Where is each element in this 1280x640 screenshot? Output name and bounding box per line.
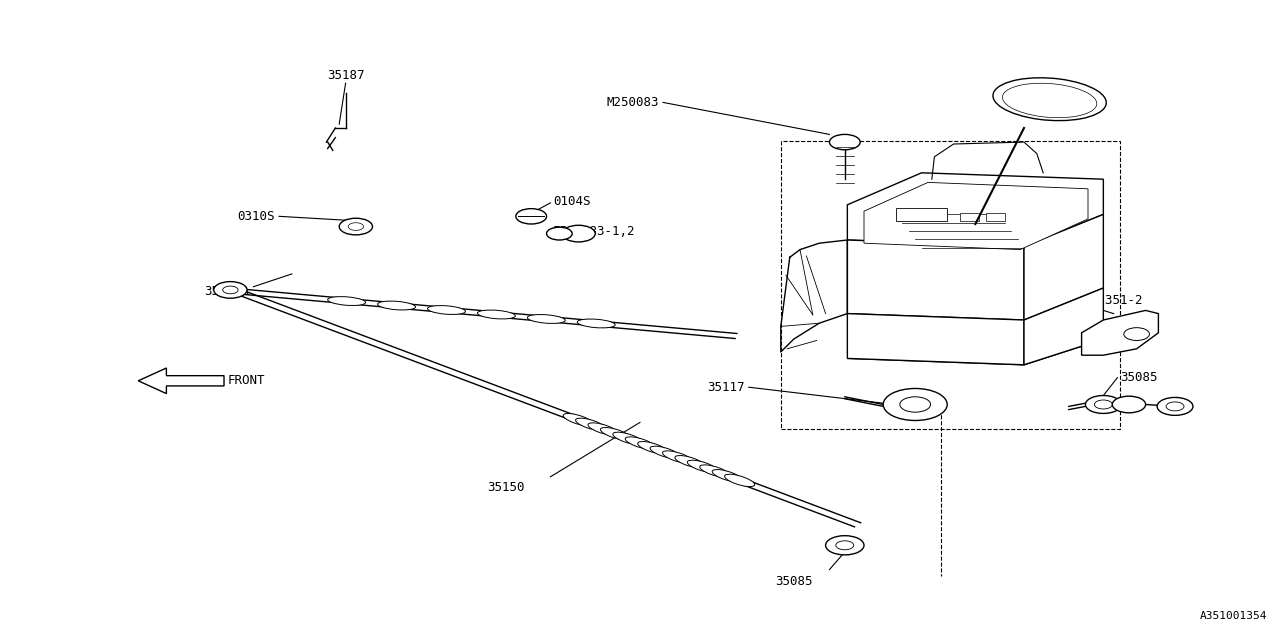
Ellipse shape (637, 442, 668, 454)
Text: FIG.351-2: FIG.351-2 (1075, 294, 1143, 307)
Ellipse shape (600, 428, 631, 440)
Text: 35150: 35150 (486, 481, 525, 494)
Circle shape (516, 209, 547, 224)
Polygon shape (1082, 310, 1158, 355)
Circle shape (339, 218, 372, 235)
Text: 35085: 35085 (774, 575, 813, 588)
Ellipse shape (650, 446, 680, 459)
Polygon shape (1024, 214, 1103, 320)
Polygon shape (1024, 288, 1103, 365)
Circle shape (836, 541, 854, 550)
Circle shape (1124, 328, 1149, 340)
Ellipse shape (687, 460, 718, 472)
Polygon shape (864, 182, 1088, 250)
Circle shape (826, 536, 864, 555)
Circle shape (1085, 396, 1121, 413)
Ellipse shape (428, 305, 466, 314)
Ellipse shape (378, 301, 416, 310)
Ellipse shape (675, 456, 705, 468)
Ellipse shape (577, 319, 616, 328)
Text: FIG.183-1,2: FIG.183-1,2 (553, 225, 635, 238)
Polygon shape (847, 173, 1103, 246)
Bar (986, 213, 1005, 221)
Circle shape (829, 134, 860, 150)
Ellipse shape (724, 474, 755, 486)
Ellipse shape (576, 418, 605, 431)
Circle shape (348, 223, 364, 230)
Ellipse shape (477, 310, 516, 319)
Ellipse shape (563, 413, 594, 426)
Text: 35085: 35085 (1120, 371, 1157, 384)
Bar (896, 208, 947, 221)
Circle shape (562, 225, 595, 242)
Ellipse shape (613, 432, 643, 445)
Text: FRONT: FRONT (228, 374, 265, 387)
Polygon shape (138, 368, 224, 394)
Polygon shape (847, 240, 1024, 320)
Circle shape (547, 227, 572, 240)
Ellipse shape (712, 470, 742, 482)
Ellipse shape (700, 465, 730, 477)
Text: A351001354: A351001354 (1199, 611, 1267, 621)
Text: 35035A: 35035A (205, 285, 250, 298)
Ellipse shape (527, 314, 566, 323)
Ellipse shape (1002, 83, 1097, 118)
Circle shape (214, 282, 247, 298)
Text: 0310S: 0310S (238, 210, 275, 223)
Polygon shape (847, 333, 1103, 365)
Circle shape (900, 397, 931, 412)
Polygon shape (847, 314, 1024, 365)
Text: 0104S: 0104S (553, 195, 590, 208)
Circle shape (1157, 397, 1193, 415)
Text: 35187: 35187 (326, 69, 365, 82)
Circle shape (1094, 400, 1112, 409)
Ellipse shape (588, 423, 618, 435)
Bar (781, 141, 1120, 429)
Ellipse shape (625, 437, 655, 449)
Circle shape (223, 286, 238, 294)
Ellipse shape (993, 78, 1106, 120)
Ellipse shape (328, 296, 366, 305)
Circle shape (883, 388, 947, 420)
Ellipse shape (663, 451, 692, 463)
Text: 35117: 35117 (708, 381, 745, 394)
Circle shape (1166, 402, 1184, 411)
Bar (960, 213, 979, 221)
Text: M250083: M250083 (607, 96, 659, 109)
Circle shape (1112, 396, 1146, 413)
